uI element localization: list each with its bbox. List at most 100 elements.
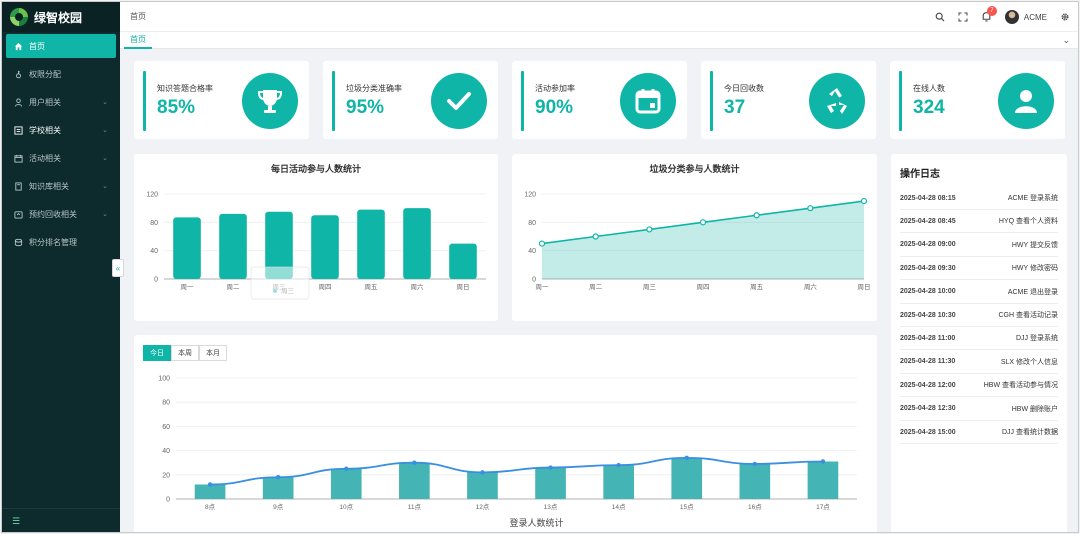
y-tick-label: 120 <box>146 192 158 199</box>
log-text: HBW 删除账户 <box>1011 405 1058 413</box>
login-combo-chart: 0 20 40 60 80 100 8点 9点 10点 11点 12点 13点 14点 15点 16点 17点… <box>158 376 857 528</box>
log-text: HWY 修改密码 <box>1011 265 1058 273</box>
chevron-down-icon: ⌄ <box>102 211 108 218</box>
collapse-button[interactable]: « <box>112 259 124 277</box>
logo-icon <box>10 8 28 26</box>
operation-log-card: 操作日志 2025-04-28 08:15 ACME 登录系统 2025-04-28… <box>891 154 1067 532</box>
data-point <box>646 226 653 233</box>
bar <box>357 209 385 279</box>
fullscreen-icon[interactable] <box>958 12 968 22</box>
log-entry: 2025-04-28 08:45 HYQ 查看个人资料 <box>900 210 1058 234</box>
chart-title: 每日活动参与人数统计 <box>270 164 361 174</box>
sidebar-item-activities[interactable]: 活动相关 ⌄ <box>2 144 120 172</box>
log-time: 2025-04-28 11:30 <box>900 358 956 366</box>
calendar-icon <box>620 73 676 129</box>
y-tick-label: 40 <box>162 448 170 455</box>
log-text: DJJ 登录系统 <box>1016 335 1058 343</box>
sidebar-item-label: 知识库相关 <box>29 181 69 191</box>
bar <box>219 213 247 279</box>
x-tick-label: 周日 <box>858 283 871 291</box>
data-point <box>412 460 417 465</box>
x-tick-label: 17点 <box>816 503 830 511</box>
search-icon[interactable] <box>935 12 945 22</box>
range-week-button[interactable]: 本周 <box>171 345 199 361</box>
tab-home[interactable]: 首页 <box>124 32 152 49</box>
log-entry: 2025-04-28 10:30 CGH 查看活动记录 <box>900 304 1058 327</box>
sidebar-item-label: 权限分配 <box>29 69 61 79</box>
bar <box>603 465 634 499</box>
gear-icon[interactable] <box>1060 12 1070 22</box>
check-icon <box>431 73 487 129</box>
user-menu[interactable]: ACME <box>1004 10 1047 24</box>
stat-card-quiz-pass-rate: 知识答题合格率 85% <box>134 61 309 139</box>
x-tick-label: 9点 <box>273 503 284 511</box>
log-time: 2025-04-28 08:15 <box>900 194 956 202</box>
stat-value: 85% <box>157 97 196 118</box>
sidebar-item-label: 活动相关 <box>29 153 61 163</box>
data-point <box>699 219 707 226</box>
data-point <box>820 459 826 464</box>
sidebar-item-knowledge[interactable]: 知识库相关 ⌄ <box>2 172 120 200</box>
x-tick-label: 15点 <box>680 503 694 511</box>
bar <box>535 467 566 499</box>
log-time: 2025-04-28 10:00 <box>900 288 956 296</box>
data-point <box>592 233 599 240</box>
sidebar-item-recycle-booking[interactable]: 预约回收相关 ⌄ <box>2 200 120 228</box>
range-today-button[interactable]: 今日 <box>143 345 171 361</box>
sidebar-toggle[interactable]: ☰ <box>2 508 120 532</box>
bar <box>807 461 839 499</box>
range-month-button[interactable]: 本月 <box>199 345 227 361</box>
bar <box>399 462 430 499</box>
sidebar-item-ranking[interactable]: 积分排名管理 <box>2 228 120 256</box>
user-icon <box>14 97 23 107</box>
y-tick-label: 40 <box>528 248 536 255</box>
log-text: ACME 退出登录 <box>1007 288 1058 296</box>
sidebar-item-users[interactable]: 用户相关 ⌄ <box>2 88 120 116</box>
data-point <box>538 240 546 247</box>
y-tick-label: 100 <box>158 376 170 383</box>
sidebar-item-permissions[interactable]: 权限分配 <box>2 60 120 88</box>
data-point <box>753 212 760 219</box>
chevron-down-icon[interactable]: ⌄ <box>1062 35 1070 45</box>
accent-bar <box>710 71 713 131</box>
top-header: 首页 7 ACME <box>120 2 1078 32</box>
y-tick-label: 80 <box>528 220 536 227</box>
school-icon <box>14 125 23 135</box>
book-icon <box>15 181 22 191</box>
data-point <box>548 465 553 470</box>
x-tick-label: 周四 <box>319 283 332 291</box>
breadcrumb[interactable]: 首页 <box>130 12 146 21</box>
sorting-participation-chart-card: 垃圾分类参与人数统计 0 40 80 120 周一 周二 周三 周四 周五 周六 周日 <box>512 154 877 321</box>
y-tick-label: 80 <box>162 400 170 407</box>
ranking-icon <box>14 238 23 246</box>
sidebar-item-school[interactable]: 学校相关 ⌄ <box>2 116 120 144</box>
x-tick-label: 周三 <box>643 283 657 291</box>
stat-card-activity-rate: 活动参加率 90% <box>512 61 687 139</box>
log-entry: 2025-04-28 11:30 SLX 修改个人信息 <box>900 351 1058 374</box>
log-entry: 2025-04-28 09:30 HWY 修改密码 <box>900 257 1058 281</box>
sidebar-item-home[interactable]: 首页 <box>6 34 116 58</box>
data-point <box>344 466 349 471</box>
y-tick-label: 0 <box>166 497 170 504</box>
log-time: 2025-04-28 08:45 <box>900 217 956 225</box>
stat-value: 95% <box>346 97 385 118</box>
data-point <box>207 482 213 487</box>
stat-card-online-users: 在线人数 324 <box>890 61 1065 139</box>
app-logo[interactable]: 绿智校园 <box>2 2 120 32</box>
data-point <box>860 197 868 205</box>
notification-button[interactable]: 7 <box>981 5 997 24</box>
bar <box>311 215 339 279</box>
trophy-icon <box>242 73 298 129</box>
sidebar-item-label: 学校相关 <box>29 125 61 135</box>
x-tick-label: 10点 <box>339 503 353 511</box>
log-entry: 2025-04-28 11:00 DJJ 登录系统 <box>900 327 1058 351</box>
bar <box>173 217 201 279</box>
sidebar-item-label: 预约回收相关 <box>29 209 77 219</box>
x-tick-label: 周一 <box>536 283 550 291</box>
tooltip <box>250 266 310 300</box>
log-time: 2025-04-28 12:00 <box>900 381 956 389</box>
sidebar-menu: 首页 权限分配 用户相关 ⌄ 学校相关 ⌄ 活动相关 ⌄ <box>2 34 120 256</box>
calendar-icon <box>14 154 23 163</box>
log-entry: 2025-04-28 15:00 DJJ 查看统计数据 <box>900 421 1058 444</box>
daily-activity-bar-chart: 04080120周一周二周三周四周五周六周日周三 <box>146 192 486 300</box>
